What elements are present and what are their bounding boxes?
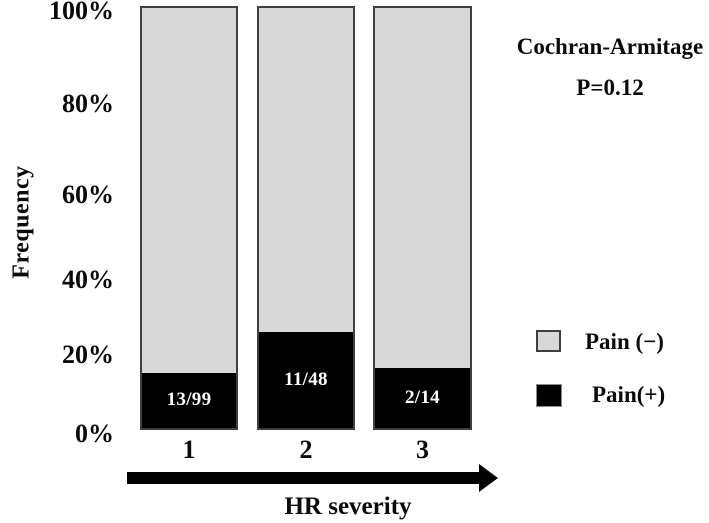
bar-count-label: 13/99 xyxy=(166,389,212,411)
legend-label-pain-negative: Pain (−) xyxy=(585,329,664,354)
x-category-label-2: 2 xyxy=(299,435,313,464)
bar-hr-severity-1: 13/99 xyxy=(140,6,238,430)
y-axis-tick-20: 20% xyxy=(62,340,114,369)
x-axis-title: HR severity xyxy=(284,493,412,520)
y-axis-tick-100: 100% xyxy=(49,0,114,25)
bar-count-label: 11/48 xyxy=(284,368,328,390)
severity-arrow-shaft xyxy=(127,472,480,484)
legend-swatch-pain-positive xyxy=(536,384,562,407)
pain-positive-segment: 13/99 xyxy=(142,372,236,428)
pain-positive-segment: 11/48 xyxy=(259,331,353,428)
y-axis-tick-40: 40% xyxy=(62,265,114,294)
bar-count-label: 2/14 xyxy=(405,386,440,408)
legend-swatch-pain-negative xyxy=(536,330,561,352)
pain-positive-segment: 2/14 xyxy=(375,367,470,428)
bar-hr-severity-2: 11/48 xyxy=(257,6,355,430)
y-axis-tick-60: 60% xyxy=(62,180,114,209)
x-category-label-1: 1 xyxy=(182,435,196,464)
bar-hr-severity-3: 2/14 xyxy=(373,6,472,430)
legend-label-pain-positive: Pain(+) xyxy=(592,382,666,407)
y-axis-tick-0: 0% xyxy=(75,419,114,448)
stat-test-name: Cochran-Armitage xyxy=(516,34,704,59)
arrowhead-icon xyxy=(479,464,498,492)
stat-p-value: P=0.12 xyxy=(576,75,644,100)
x-category-label-3: 3 xyxy=(416,435,429,464)
y-axis-tick-80: 80% xyxy=(62,89,114,118)
